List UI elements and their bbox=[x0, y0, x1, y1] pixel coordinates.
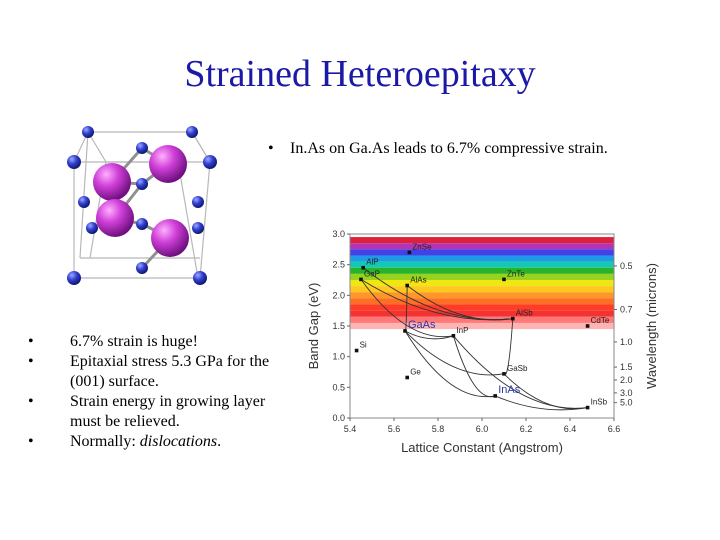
bullet-list: • 6.7% strain is huge! • Epitaxial stress … bbox=[28, 332, 278, 452]
data-label: GaAs bbox=[408, 319, 436, 331]
y2-tick-label: 0.7 bbox=[620, 304, 633, 314]
data-label: CdTe bbox=[591, 316, 610, 325]
alloy-curve bbox=[404, 330, 454, 340]
bullet-italic-text: dislocations bbox=[139, 433, 218, 450]
bullet-dot: • bbox=[28, 433, 34, 450]
list-item: • Normally: dislocations. bbox=[28, 432, 278, 452]
y-tick-label: 2.5 bbox=[332, 260, 345, 270]
list-item: • Epitaxial stress 5.3 GPa for the (001) … bbox=[28, 352, 278, 392]
alloy-curve bbox=[404, 330, 505, 376]
bullet-text: Normally: bbox=[70, 433, 140, 450]
bullet-dot: • bbox=[268, 140, 274, 157]
x-tick-label: 6.0 bbox=[476, 424, 489, 434]
data-point bbox=[585, 324, 590, 328]
data-point bbox=[493, 394, 497, 398]
x-tick-label: 5.6 bbox=[388, 424, 401, 434]
top-bullet-text: In.As on Ga.As leads to 6.7% compressive… bbox=[290, 140, 608, 157]
data-point bbox=[451, 334, 456, 338]
data-label: GaP bbox=[364, 269, 380, 278]
bullet-text: 6.7% strain is huge! bbox=[70, 333, 198, 350]
list-item: • Strain energy in growing layer must be … bbox=[28, 392, 278, 432]
y-tick-label: 1.5 bbox=[332, 321, 345, 331]
y-tick-label: 0.5 bbox=[332, 382, 345, 392]
crystal-structure-illustration bbox=[67, 126, 217, 285]
data-point bbox=[359, 277, 363, 282]
data-label: ZnSe bbox=[412, 242, 432, 251]
spectrum-band bbox=[350, 273, 614, 280]
spectrum-band bbox=[350, 261, 614, 268]
data-point bbox=[585, 405, 590, 410]
spectrum-band bbox=[350, 237, 614, 244]
y-tick-label: 0.0 bbox=[332, 413, 345, 423]
alloy-curve bbox=[453, 335, 588, 409]
x-axis-label: Lattice Constant (Angstrom) bbox=[401, 440, 563, 455]
y-axis-label: Band Gap (eV) bbox=[306, 283, 321, 370]
y2-tick-label: 5.0 bbox=[620, 398, 633, 408]
y2-tick-label: 1.0 bbox=[620, 337, 633, 347]
y2-tick-label: 3.0 bbox=[620, 388, 633, 398]
data-label: ZnTe bbox=[507, 269, 525, 278]
bandgap-chart: ZnSe AlP GaP AlAs ZnTe AlSb CdTe GaAs InP Si GaSb G… bbox=[306, 229, 659, 455]
data-label: InAs bbox=[498, 384, 521, 396]
x-tick-label: 5.8 bbox=[432, 424, 445, 434]
data-label: AlAs bbox=[410, 276, 426, 285]
data-label: Ge bbox=[410, 368, 421, 377]
bullet-dot: • bbox=[28, 333, 34, 350]
spectrum-band bbox=[350, 292, 614, 299]
spectrum-band bbox=[350, 298, 614, 305]
data-point bbox=[405, 375, 409, 380]
data-label: AlP bbox=[366, 258, 378, 267]
y-tick-label: 3.0 bbox=[332, 229, 345, 239]
spectrum-band bbox=[350, 255, 614, 262]
spectrum-band bbox=[350, 286, 614, 293]
data-label: AlSb bbox=[516, 309, 533, 318]
x-tick-label: 6.2 bbox=[520, 424, 533, 434]
spectrum-band bbox=[350, 310, 614, 317]
spectrum-band bbox=[350, 322, 614, 330]
y2-tick-label: 2.0 bbox=[620, 375, 633, 385]
data-point bbox=[405, 283, 409, 288]
y-tick-label: 2.0 bbox=[332, 290, 345, 300]
data-label: GaSb bbox=[507, 364, 528, 373]
x-tick-label: 6.6 bbox=[608, 424, 621, 434]
spectrum-band bbox=[350, 267, 614, 274]
slide-title: Strained Heteroepitaxy bbox=[184, 53, 536, 95]
data-point bbox=[403, 329, 407, 333]
bullet-dot: • bbox=[28, 393, 34, 410]
bullet-text: Epitaxial stress 5.3 GPa for the (001) s… bbox=[70, 353, 270, 390]
data-label: InP bbox=[456, 326, 468, 335]
data-label: InSb bbox=[591, 398, 608, 407]
data-point bbox=[407, 250, 412, 255]
alloy-curve bbox=[360, 279, 513, 321]
data-point bbox=[354, 348, 359, 353]
data-point bbox=[511, 316, 515, 321]
list-item: • 6.7% strain is huge! bbox=[28, 332, 278, 352]
spectrum-band bbox=[350, 280, 614, 287]
y2-axis-label: Wavelength (microns) bbox=[644, 263, 659, 389]
bullet-dot: • bbox=[28, 353, 34, 370]
alloy-curve bbox=[404, 330, 496, 398]
data-point bbox=[361, 265, 365, 270]
data-label: Si bbox=[360, 341, 367, 350]
y-tick-label: 1.0 bbox=[332, 352, 345, 362]
data-point bbox=[502, 372, 506, 376]
bullet-text: Strain energy in growing layer must be r… bbox=[70, 393, 266, 430]
spectrum-band bbox=[350, 243, 614, 250]
spectrum-band bbox=[350, 304, 614, 311]
data-point bbox=[502, 277, 506, 282]
bullet-suffix: . bbox=[217, 433, 222, 450]
y2-tick-label: 0.5 bbox=[620, 261, 633, 271]
alloy-curve bbox=[495, 395, 588, 411]
x-tick-label: 5.4 bbox=[344, 424, 357, 434]
x-tick-label: 6.4 bbox=[564, 424, 577, 434]
spectrum-band bbox=[350, 249, 614, 256]
y2-tick-label: 1.5 bbox=[620, 362, 633, 372]
